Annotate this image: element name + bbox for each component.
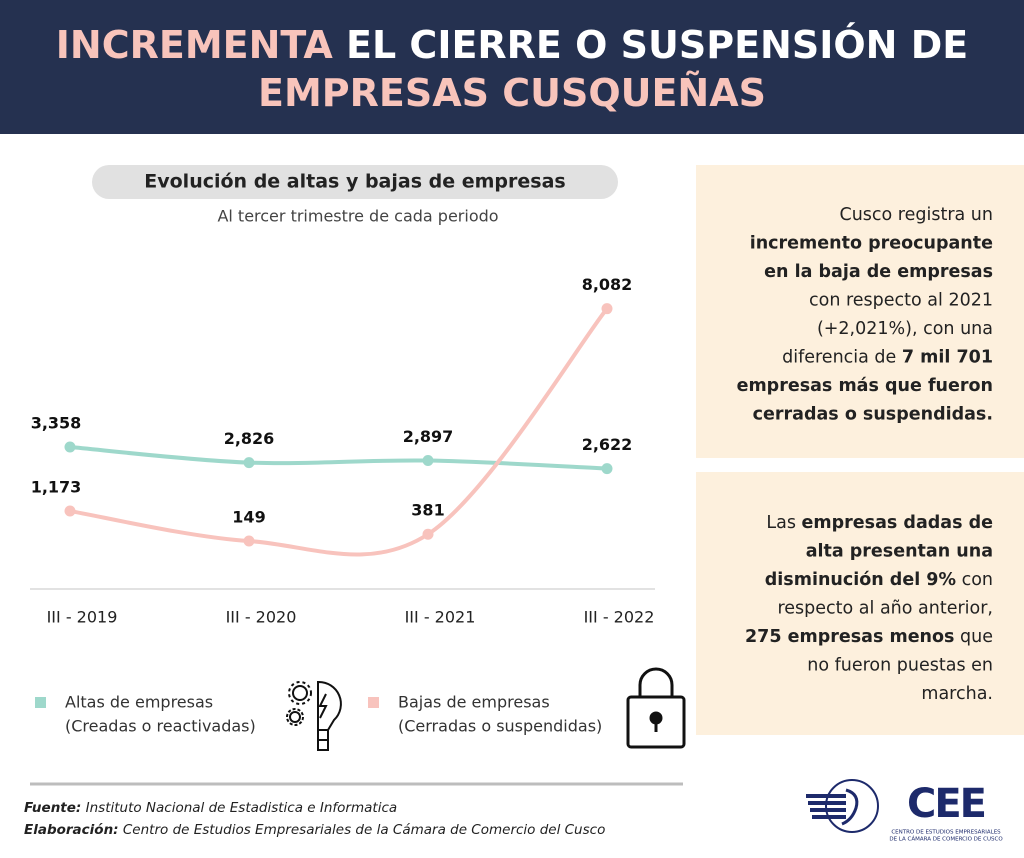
point (422, 455, 434, 467)
panel-line: marcha. (921, 684, 993, 704)
panel-line: no fueron puestas en (807, 656, 993, 676)
panel-text: respecto al año anterior, (777, 599, 993, 619)
legend-swatch (35, 697, 46, 708)
panel-line: disminución del 9% con (765, 570, 993, 590)
title-part: EL CIERRE O SUSPENSIÓN DE (333, 23, 968, 67)
panel-text: Las (766, 513, 801, 533)
panel-text: incremento preocupante (750, 234, 993, 254)
data-label: 8,082 (582, 275, 633, 294)
footer: Fuente: Instituto Nacional de Estadistic… (24, 800, 605, 838)
panel-line: alta presentan una (806, 542, 993, 562)
panel-line: respecto al año anterior, (777, 599, 993, 619)
legend-detail: (Cerradas o suspendidas) (398, 717, 602, 736)
data-label: 3,358 (31, 414, 82, 433)
panel-text: marcha. (921, 684, 993, 704)
footer-label: Fuente: (24, 800, 81, 816)
point (243, 535, 255, 547)
data-label: 381 (411, 501, 444, 520)
panel-line: 275 empresas menos que (745, 627, 993, 647)
legend-detail: (Creadas o reactivadas) (65, 717, 256, 736)
panel-text: disminución del 9% (765, 570, 956, 590)
panel-line: empresas más que fueron (737, 376, 993, 396)
point (64, 505, 76, 517)
footer-line: Fuente: Instituto Nacional de Estadistic… (24, 800, 397, 816)
footer-line: Elaboración: Centro de Estudios Empresar… (24, 822, 605, 838)
panel-line: Las empresas dadas de (766, 513, 993, 533)
panel-text: con respecto al 2021 (809, 291, 993, 311)
point (64, 441, 76, 453)
panel-line: diferencia de 7 mil 701 (782, 348, 993, 368)
chamber-logo (806, 779, 879, 833)
panel-text: no fueron puestas en (807, 656, 993, 676)
title-part: INCREMENTA (56, 23, 334, 67)
bulb-icon (286, 680, 342, 751)
panel-text: 275 empresas menos (745, 627, 955, 647)
x-tick-label: III - 2021 (405, 608, 476, 627)
panel-text: en la baja de empresas (764, 262, 993, 282)
plot: III - 2019 III - 2020 III - 2021 III - 2022… (31, 275, 655, 735)
series-line (69, 445, 608, 471)
data-label: 1,173 (31, 478, 82, 497)
panel-text: (+2,021%), con una (817, 319, 993, 339)
data-label: 149 (232, 508, 265, 527)
x-tick-label: III - 2022 (584, 608, 655, 627)
legend-swatch (368, 697, 379, 708)
header-title: INCREMENTA EL CIERRE O SUSPENSIÓN DE EMPR… (56, 23, 968, 115)
data-label: 2,897 (403, 427, 454, 446)
logo-mark: CEE (907, 781, 985, 827)
point (601, 303, 613, 315)
panel (696, 472, 1024, 735)
footer-text: Instituto Nacional de Estadistica e Info… (81, 800, 397, 816)
series-line (69, 307, 609, 557)
footer-label: Elaboración: (24, 822, 119, 838)
panel-text: Cusco registra un (839, 205, 993, 225)
lock-icon (626, 667, 686, 749)
panel-line: Cusco registra un (839, 205, 993, 225)
panel-text: cerradas o suspendidas. (753, 405, 993, 425)
panel-text: empresas dadas de (802, 513, 994, 533)
x-tick-label: III - 2019 (47, 608, 118, 627)
point (601, 463, 613, 475)
header-band (0, 0, 1024, 134)
panel-line: (+2,021%), con una (817, 319, 993, 339)
logo-caption: DE LA CÁMARA DE COMERCIO DE CUSCO (889, 836, 1003, 843)
footer-text: Centro de Estudios Empresariales de la C… (119, 822, 606, 838)
panel-text: alta presentan una (806, 542, 993, 562)
point (422, 528, 434, 540)
panel-line: incremento preocupante (750, 234, 993, 254)
legend-label: Altas de empresas (65, 693, 213, 712)
logo-caption: CENTRO DE ESTUDIOS EMPRESARIALES (891, 830, 1001, 836)
panel-line: cerradas o suspendidas. (753, 405, 993, 425)
panel-line: con respecto al 2021 (809, 291, 993, 311)
panel-line: en la baja de empresas (764, 262, 993, 282)
chart-subtitle: Al tercer trimestre de cada periodo (217, 207, 498, 226)
panel-text: con (956, 570, 993, 590)
data-label: 2,622 (582, 435, 633, 454)
panel (696, 165, 1024, 458)
chart-title-pill (92, 165, 618, 199)
x-tick-label: III - 2020 (226, 608, 297, 627)
point (243, 457, 255, 469)
panel-text: diferencia de (782, 348, 902, 368)
panels: Cusco registra un incremento preocupante e… (737, 205, 994, 704)
panel-text: que (954, 627, 993, 647)
legend-label: Bajas de empresas (398, 693, 550, 712)
panel-text: 7 mil 701 (902, 348, 993, 368)
panel-text: empresas más que fueron (737, 376, 993, 396)
title-part: EMPRESAS CUSQUEÑAS (258, 71, 766, 115)
chart-title: Evolución de altas y bajas de empresas (144, 171, 565, 193)
data-label: 2,826 (224, 429, 275, 448)
